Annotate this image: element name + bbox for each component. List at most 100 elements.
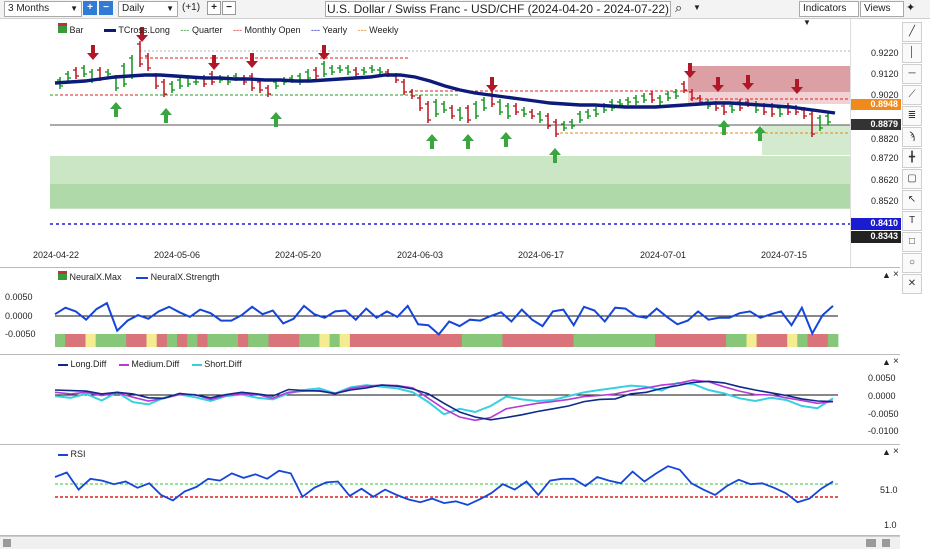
scroll-thumb[interactable] <box>866 539 876 547</box>
collapse-icon[interactable]: ▲ <box>882 270 891 280</box>
neuralx-max-bar <box>65 334 76 347</box>
neuralx-max-bar <box>614 334 625 347</box>
vertical-line-tool-icon[interactable]: │ <box>902 43 922 63</box>
neuralx-max-bar <box>471 334 483 347</box>
views-label: Views <box>864 3 891 14</box>
neuralx-max-bar <box>227 334 239 347</box>
add-button[interactable]: + <box>207 1 221 15</box>
rsi-chart[interactable] <box>0 445 900 535</box>
legend-bar: Bar <box>69 25 84 35</box>
delete-drawings-icon[interactable]: ✕ <box>902 274 922 294</box>
zoom-out-button[interactable]: − <box>99 1 113 15</box>
neuralx-max-bar <box>502 334 513 347</box>
neuralx-max-bar <box>573 334 585 347</box>
neuralx-panel[interactable]: NeuralX.Max NeuralX.Strength 0.0050 0.00… <box>0 268 900 355</box>
rectangle-tool-icon[interactable]: □ <box>902 232 922 252</box>
diff-panel[interactable]: Long.Diff Medium.Diff Short.Diff 0.0050 … <box>0 355 900 445</box>
range-select-label: 3 Months <box>8 3 50 14</box>
neuralx-chart[interactable] <box>0 268 900 354</box>
comment-tool-icon[interactable]: ▢ <box>902 169 922 189</box>
legend-yearly: Yearly <box>322 25 348 35</box>
buy-signal-arrow-icon <box>754 126 766 141</box>
neuralx-max-bar <box>543 334 554 347</box>
neuralx-max-bar <box>817 334 829 347</box>
horizontal-line-tool-icon[interactable]: ─ <box>902 64 922 84</box>
rsi-swatch <box>58 453 68 456</box>
neuralx-max-bar <box>451 334 463 347</box>
neuralx-max-bar <box>695 334 707 347</box>
date-label: 2024-07-01 <box>640 250 687 260</box>
indicators-label: Indicators <box>803 3 847 14</box>
sell-signal-arrow-icon <box>208 55 220 70</box>
buy-signal-arrow-icon <box>500 132 512 147</box>
scroll-right-icon[interactable] <box>882 539 890 547</box>
long-diff-line <box>54 380 834 421</box>
close-icon[interactable]: × <box>893 446 899 457</box>
ray-tool-icon[interactable]: ⟋ <box>902 85 922 105</box>
neuralx-max-bar <box>278 334 290 347</box>
price-chart[interactable] <box>0 19 900 267</box>
buy-signal-arrow-icon <box>549 148 561 163</box>
close-icon[interactable]: × <box>893 269 899 280</box>
zoom-in-button[interactable]: + <box>83 1 97 15</box>
y-label: 0.0050 <box>5 292 33 302</box>
tcross-swatch <box>104 29 117 33</box>
ellipse-tool-icon[interactable]: ○ <box>902 253 922 273</box>
indicators-menu-button[interactable]: Indicators ▼ <box>799 1 859 27</box>
views-menu-button[interactable]: Views ▼ <box>860 1 904 27</box>
sell-signal-arrow-icon <box>486 77 498 92</box>
pitchfork-tool-icon[interactable]: ϡ <box>902 127 922 147</box>
y-label: -0.0100 <box>868 426 899 436</box>
legend-rsi: RSI <box>70 449 86 459</box>
neuralx-max-bar <box>492 334 503 347</box>
close-icon[interactable]: × <box>893 356 899 367</box>
legend-quarter: Quarter <box>191 25 223 35</box>
legend-neuralx-max: NeuralX.Max <box>69 272 122 282</box>
favorite-icon[interactable]: ✦ <box>906 2 916 14</box>
price-label: 0.9020 <box>871 90 899 100</box>
sell-signal-arrow-icon <box>246 53 258 68</box>
arrow-tool-icon[interactable]: ↖ <box>902 190 922 210</box>
neuralx-max-bar <box>441 334 452 347</box>
neuralx-max-bar <box>756 334 768 347</box>
chevron-down-icon[interactable]: ▼ <box>693 3 701 12</box>
neuralx-max-bar <box>685 334 697 347</box>
neuralx-max-bar <box>563 334 574 347</box>
collapse-icon[interactable]: ▲ <box>882 357 891 367</box>
range-select[interactable]: 3 Months ▼ <box>4 1 82 17</box>
neuralx-max-bar <box>675 334 686 347</box>
neuralx-max-bar <box>75 334 86 347</box>
search-icon[interactable]: ⌕ <box>675 0 683 15</box>
neuralx-max-bar <box>197 334 208 347</box>
diff-chart[interactable] <box>0 355 900 444</box>
remove-button[interactable]: − <box>222 1 236 15</box>
sell-signal-arrow-icon <box>742 75 754 90</box>
neuralx-max-bar <box>532 334 544 347</box>
price-label: 0.9120 <box>871 69 899 79</box>
neuralx-max-bar <box>85 334 97 347</box>
neuralx-max-bar <box>258 334 269 347</box>
interval-select[interactable]: Daily ▼ <box>118 1 178 17</box>
text-tool-icon[interactable]: T <box>902 211 922 231</box>
collapse-icon[interactable]: ▲ <box>882 447 891 457</box>
neuralx-max-bar <box>604 334 615 347</box>
neuralx-max-bar <box>797 334 808 347</box>
short-diff-swatch <box>191 363 202 366</box>
neuralx-max-bar <box>665 334 676 347</box>
neuralx-max-bar <box>705 334 717 347</box>
neuralx-max-bar <box>827 334 839 347</box>
price-tag-yearly: 0.8410 <box>851 218 901 230</box>
trendline-tool-icon[interactable]: ╱ <box>902 22 922 42</box>
neuralx-max-bar <box>522 334 534 347</box>
price-panel[interactable]: Bar TCross.Long --- Quarter --- Monthly … <box>0 19 901 268</box>
horizontal-scrollbar[interactable] <box>0 536 900 549</box>
crosshair-tool-icon[interactable]: ╋ <box>902 148 922 168</box>
quarter-swatch: --- <box>180 25 190 35</box>
neuralx-max-bar <box>624 334 636 347</box>
rsi-panel[interactable]: RSI 51.0 1.0 ▲ × <box>0 445 900 536</box>
neuralx-max-bar <box>349 334 361 347</box>
neuralx-max-bar <box>156 334 168 347</box>
fibonacci-tool-icon[interactable]: ≣ <box>902 106 922 126</box>
scroll-left-icon[interactable] <box>3 539 11 547</box>
support-zone-inner <box>50 184 850 209</box>
